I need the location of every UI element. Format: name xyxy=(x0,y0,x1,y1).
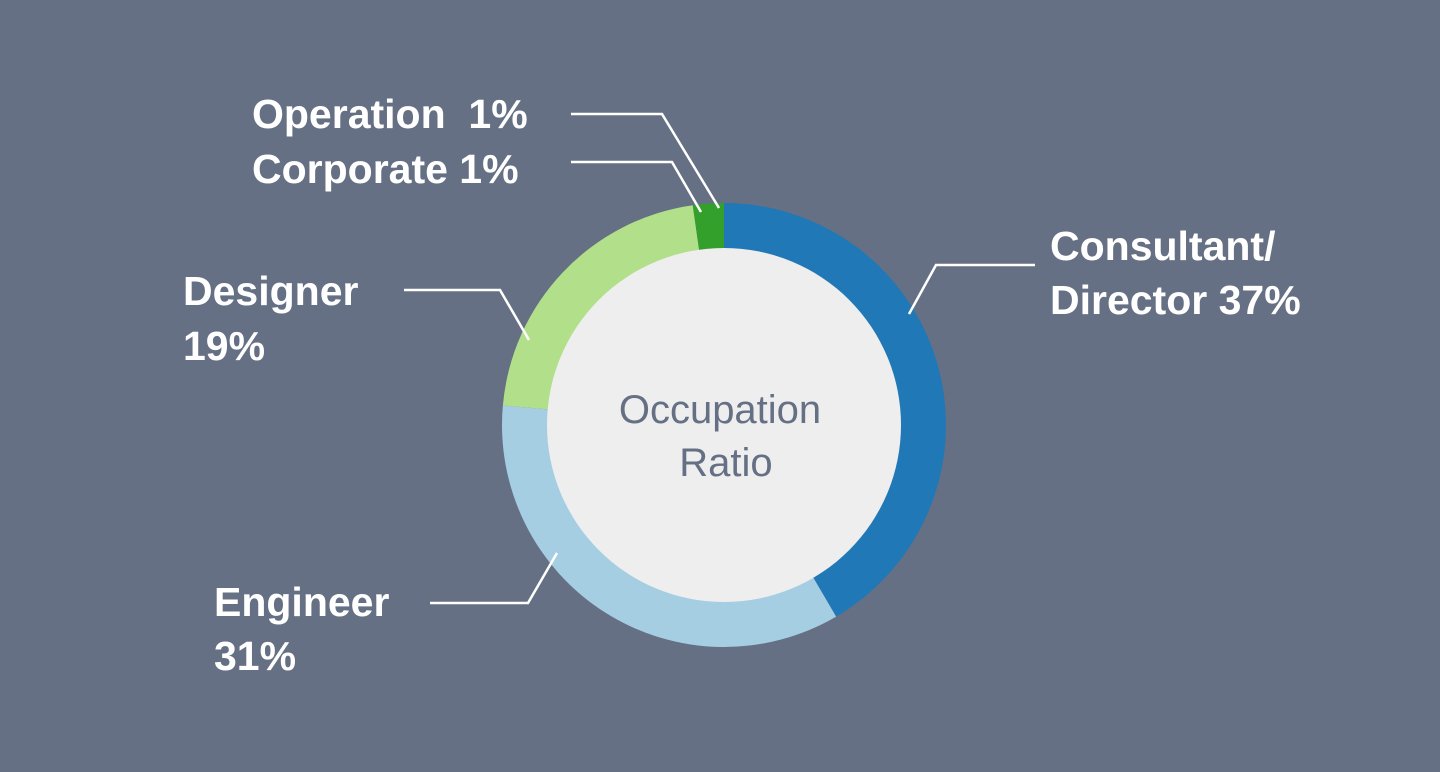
label-designer-line-2: 19% xyxy=(183,323,265,369)
label-consultant-line-2: Director 37% xyxy=(1050,277,1301,323)
center-label-line-2: Ratio xyxy=(679,441,772,485)
leader-line-designer xyxy=(404,288,531,341)
leader-line-engineer xyxy=(430,552,559,605)
donut-center xyxy=(547,248,901,602)
label-engineer-line-1: Engineer xyxy=(214,579,389,625)
label-designer-line-1: Designer xyxy=(183,268,358,314)
label-consultant-line-1: Consultant/ xyxy=(1050,223,1275,269)
leader-line-consultant xyxy=(907,263,1035,315)
label-engineer-line-2: 31% xyxy=(214,633,296,679)
leader-line-operation xyxy=(571,112,721,209)
label-operation: Operation 1% xyxy=(252,91,528,137)
leader-line-corporate xyxy=(571,160,703,213)
center-label-line-1: Occupation xyxy=(619,388,821,432)
label-corporate: Corporate 1% xyxy=(252,146,519,192)
